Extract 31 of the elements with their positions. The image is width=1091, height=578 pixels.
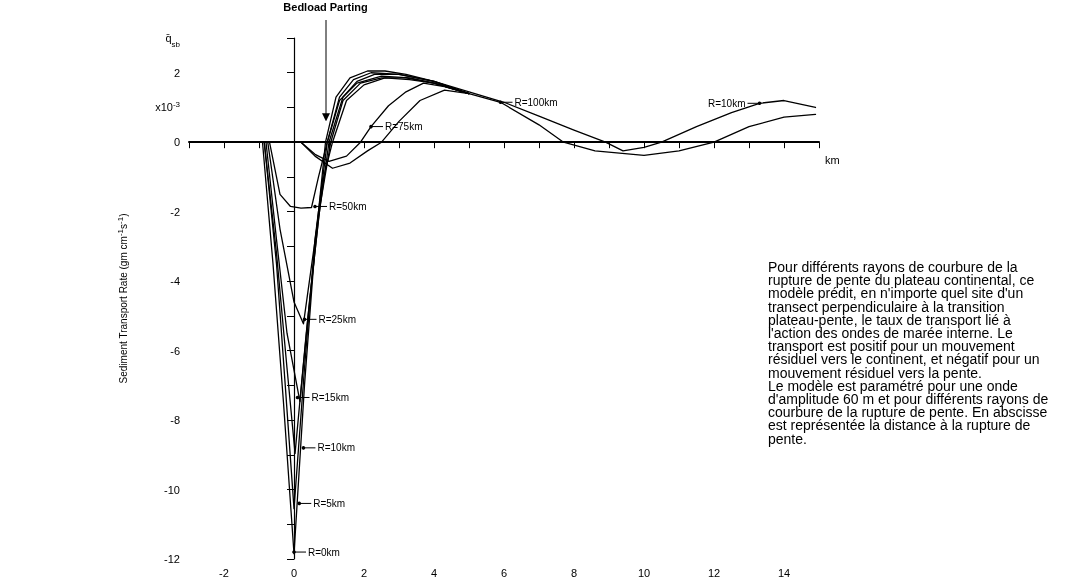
annotation: R=10km <box>317 442 355 454</box>
annotation: Bedload Parting <box>283 0 368 13</box>
y-tick-label: 2 <box>173 66 180 79</box>
x-axis-title: km <box>825 153 840 166</box>
y-tick-label: x10$^{-3}$ <box>155 99 181 114</box>
text: Pour différents rayons de courbure de la rupture de pente du plateau continental, ce modèle prédit, en n'importe quel site d'un transect perpendiculaire à la transition plateau-pente, le taux de transport lié à l'action des ondes de marée interne. Le transport est positif pour un mouvement résiduel vers le continent, et négatif pour un mouvement résiduel vers la pente. Le modèle est paramétré pour une onde d'amplitude 60 m et pour différents rayons de courbure de la rupture de pente. En abscisse est représentée la distance à la rupture de pente. <box>768 259 1049 447</box>
annotation: R=15km <box>311 391 350 403</box>
x-tick-label: -2 <box>219 566 229 578</box>
x-tick-label: 10 <box>637 566 651 578</box>
x-tick-label: 2 <box>360 566 368 578</box>
annotation: R=50km <box>329 200 367 212</box>
y-tick-label: 0 <box>173 136 180 149</box>
annotation: R=10km <box>707 97 746 109</box>
annotation: R=100km <box>514 96 558 108</box>
x-tick-label: 8 <box>570 566 578 578</box>
x-tick-label: 6 <box>500 566 508 578</box>
y-tick-label: -2 <box>170 205 180 218</box>
y-tick-label: -6 <box>170 344 180 357</box>
annotation: R=0km <box>308 546 340 558</box>
annotation: R=25km <box>318 313 357 325</box>
y-tick-label: -4 <box>170 275 180 288</box>
x-tick-label: 14 <box>777 566 791 578</box>
x-tick-label: 4 <box>430 566 438 578</box>
annotation: R=5km <box>313 497 346 509</box>
x-tick-label: 0 <box>290 566 298 578</box>
y-tick-label: -10 <box>164 483 180 496</box>
y-tick-label: -8 <box>170 414 180 427</box>
y-tick-label: q̄$_{sb}$ <box>165 32 181 49</box>
y-tick-label: -12 <box>164 553 180 565</box>
x-tick-label: 12 <box>707 566 721 578</box>
y-axis-title: Sediment Transport Rate (gm cm-1s-1) <box>115 213 129 384</box>
